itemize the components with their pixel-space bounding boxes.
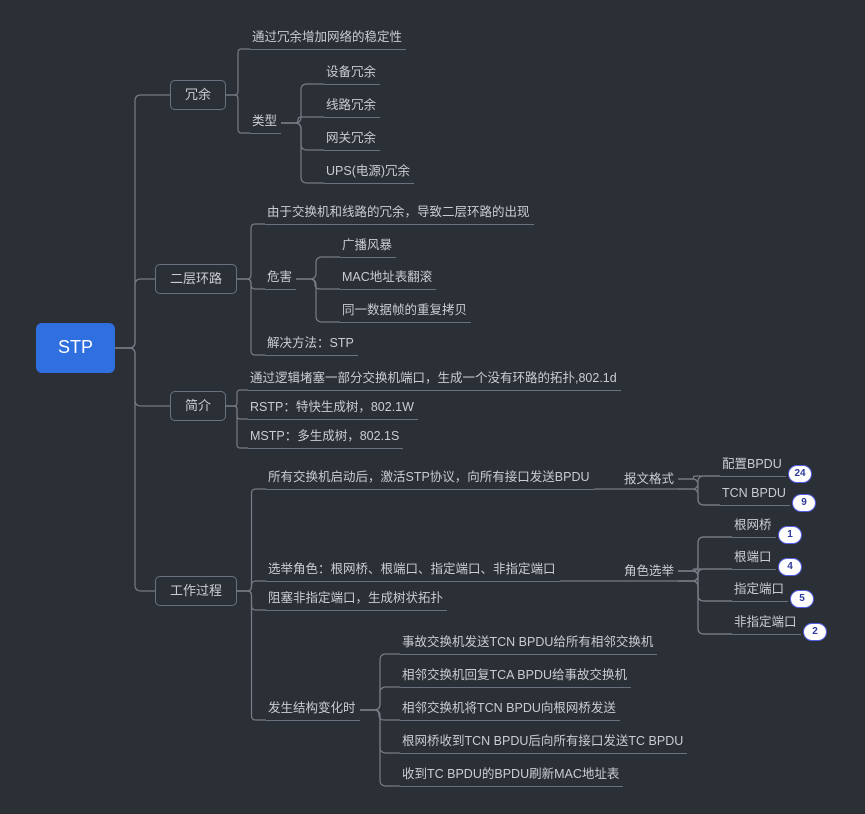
leaf[interactable]: 相邻交换机回复TCA BPDU给事故交换机 bbox=[400, 666, 631, 688]
count-badge: 5 bbox=[790, 590, 814, 608]
leaf[interactable]: 指定端口 bbox=[732, 580, 788, 602]
leaf[interactable]: 根网桥 bbox=[732, 516, 776, 538]
leaf[interactable]: 配置BPDU bbox=[720, 455, 786, 477]
leaf[interactable]: 网关冗余 bbox=[324, 129, 380, 151]
connector-lines bbox=[0, 0, 865, 814]
leaf[interactable]: 同一数据帧的重复拷贝 bbox=[340, 301, 471, 323]
count-badge: 2 bbox=[803, 623, 827, 641]
leaf[interactable]: 收到TC BPDU的BPDU刷新MAC地址表 bbox=[400, 765, 623, 787]
leaf[interactable]: 线路冗余 bbox=[324, 96, 380, 118]
leaf-types[interactable]: 类型 bbox=[250, 112, 281, 134]
count-badge: 24 bbox=[788, 465, 812, 483]
leaf[interactable]: 事故交换机发送TCN BPDU给所有相邻交换机 bbox=[400, 633, 657, 655]
count-badge: 9 bbox=[792, 494, 816, 512]
leaf[interactable]: 根端口 bbox=[732, 548, 776, 570]
branch-process[interactable]: 工作过程 bbox=[155, 576, 237, 606]
leaf[interactable]: 选举角色：根网桥、根端口、指定端口、非指定端口 bbox=[266, 560, 560, 582]
leaf[interactable]: MAC地址表翻滚 bbox=[340, 268, 436, 290]
branch-l2loop[interactable]: 二层环路 bbox=[155, 264, 237, 294]
group-roleelect[interactable]: 角色选举 bbox=[620, 562, 678, 581]
leaf[interactable]: 通过冗余增加网络的稳定性 bbox=[250, 28, 406, 50]
leaf[interactable]: UPS(电源)冗余 bbox=[324, 162, 414, 184]
root-node[interactable]: STP bbox=[36, 323, 115, 373]
leaf[interactable]: 由于交换机和线路的冗余，导致二层环路的出现 bbox=[265, 203, 534, 225]
leaf[interactable]: 所有交换机启动后，激活STP协议，向所有接口发送BPDU bbox=[266, 468, 594, 490]
leaf[interactable]: TCN BPDU bbox=[720, 484, 790, 506]
branch-redundancy[interactable]: 冗余 bbox=[170, 80, 226, 110]
leaf-structchange[interactable]: 发生结构变化时 bbox=[266, 699, 360, 721]
branch-intro[interactable]: 简介 bbox=[170, 391, 226, 421]
leaf[interactable]: RSTP：特快生成树，802.1W bbox=[248, 398, 418, 420]
leaf[interactable]: 设备冗余 bbox=[324, 63, 380, 85]
group-msgformat[interactable]: 报文格式 bbox=[620, 470, 678, 489]
leaf[interactable]: MSTP：多生成树，802.1S bbox=[248, 427, 403, 449]
mindmap-stage: STP 冗余 二层环路 简介 工作过程 通过冗余增加网络的稳定性 类型 设备冗余… bbox=[0, 0, 865, 814]
leaf[interactable]: 解决方法：STP bbox=[265, 334, 358, 356]
leaf[interactable]: 相邻交换机将TCN BPDU向根网桥发送 bbox=[400, 699, 620, 721]
leaf[interactable]: 根网桥收到TCN BPDU后向所有接口发送TC BPDU bbox=[400, 732, 687, 754]
leaf[interactable]: 通过逻辑堵塞一部分交换机端口，生成一个没有环路的拓扑,802.1d bbox=[248, 369, 621, 391]
leaf-harm[interactable]: 危害 bbox=[265, 268, 296, 290]
leaf[interactable]: 广播风暴 bbox=[340, 236, 396, 258]
leaf[interactable]: 非指定端口 bbox=[732, 613, 801, 635]
count-badge: 1 bbox=[778, 526, 802, 544]
leaf[interactable]: 阻塞非指定端口，生成树状拓扑 bbox=[266, 589, 447, 611]
count-badge: 4 bbox=[778, 558, 802, 576]
